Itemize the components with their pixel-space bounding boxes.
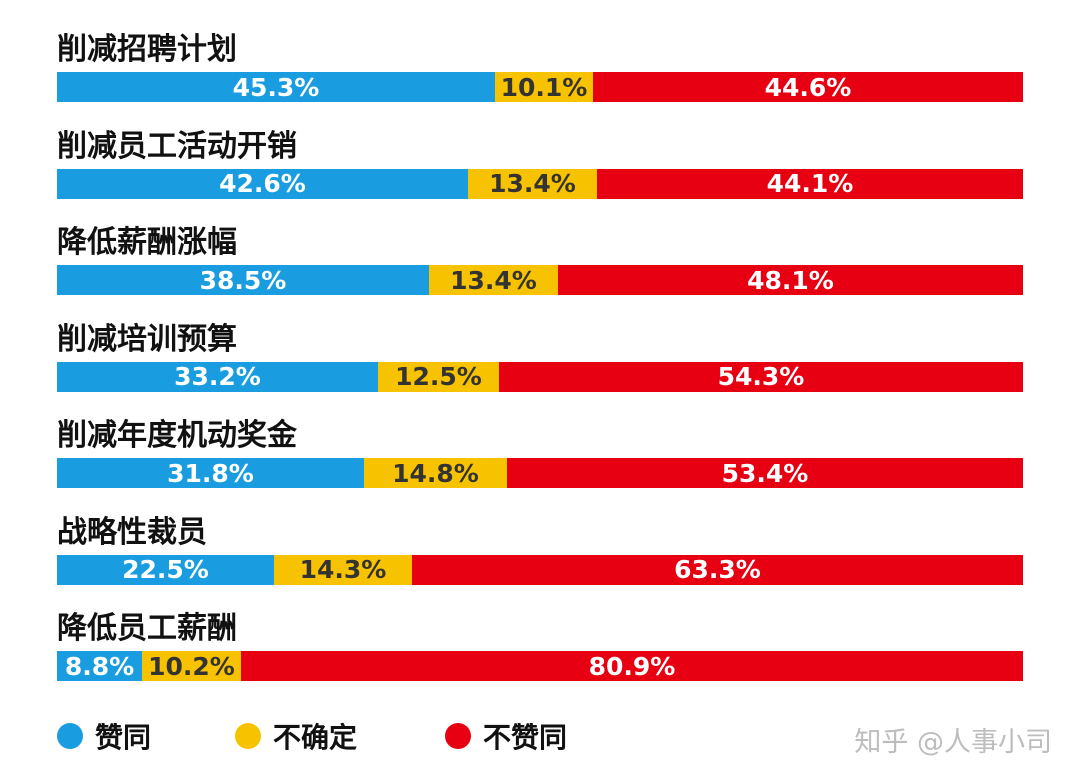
legend-label-unsure: 不确定: [273, 721, 358, 754]
category-label: 削减员工活动开销: [57, 128, 297, 164]
data-label: 14.3%: [299, 555, 387, 584]
category-label: 削减培训预算: [57, 321, 237, 357]
bar-segment-unsure: 10.1%: [495, 72, 593, 102]
unsure-swatch-icon: [235, 723, 261, 749]
category-label: 战略性裁员: [57, 514, 207, 550]
watermark: 知乎 @人事小司: [854, 727, 1052, 758]
bar-segment-agree: 45.3%: [57, 72, 495, 102]
bar-row: 战略性裁员 22.5% 14.3% 63.3%: [57, 513, 1023, 603]
bar-segment-unsure: 12.5%: [378, 361, 499, 392]
bar-segment-unsure: 14.3%: [274, 554, 412, 585]
bar-segment-unsure: 13.4%: [468, 168, 597, 199]
data-label: 53.4%: [721, 458, 809, 488]
legend-item-unsure: 不确定: [235, 716, 445, 756]
data-label: 13.4%: [489, 169, 576, 198]
data-label: 44.1%: [766, 169, 854, 198]
bar-segment-disagree: 80.9%: [241, 651, 1023, 681]
category-label: 降低员工薪酬: [57, 611, 237, 646]
data-label: 33.2%: [174, 362, 261, 391]
data-label: 38.5%: [199, 265, 287, 295]
bar-segment-agree: 22.5%: [57, 554, 274, 585]
category-label: 降低薪酬涨幅: [57, 225, 237, 260]
bar-segment-unsure: 14.8%: [364, 458, 507, 488]
bar-row: 降低员工薪酬 8.8% 10.2% 80.9%: [57, 609, 1023, 699]
data-label: 31.8%: [167, 458, 254, 488]
data-label: 42.6%: [219, 169, 306, 198]
data-label: 8.8%: [64, 651, 135, 681]
legend-label-agree: 赞同: [95, 721, 152, 754]
bar-segment-agree: 42.6%: [57, 168, 468, 199]
bar-segment-agree: 8.8%: [57, 651, 142, 681]
data-label: 54.3%: [717, 362, 805, 391]
bar-row: 削减年度机动奖金 31.8% 14.8% 53.4%: [57, 416, 1023, 506]
bar-segment-disagree: 54.3%: [499, 361, 1023, 392]
bar-segment-disagree: 48.1%: [558, 265, 1023, 295]
data-label: 48.1%: [747, 265, 834, 295]
data-label: 22.5%: [122, 555, 209, 584]
data-label: 12.5%: [395, 362, 482, 391]
legend: 赞同 不确定 不赞同: [57, 718, 567, 754]
data-label: 13.4%: [450, 265, 537, 295]
legend-item-agree: 赞同: [57, 716, 235, 756]
bar-segment-disagree: 44.1%: [597, 168, 1023, 199]
legend-label-disagree: 不赞同: [483, 721, 568, 754]
data-label: 10.2%: [148, 651, 235, 681]
bar-segment-disagree: 53.4%: [507, 458, 1023, 488]
bar-segment-agree: 33.2%: [57, 361, 378, 392]
stacked-bar: 42.6% 13.4% 44.1%: [57, 168, 1023, 199]
stacked-bar: 8.8% 10.2% 80.9%: [57, 651, 1023, 681]
legend-item-disagree: 不赞同: [445, 716, 567, 756]
stacked-bar: 45.3% 10.1% 44.6%: [57, 72, 1023, 102]
data-label: 80.9%: [588, 651, 676, 681]
disagree-swatch-icon: [445, 723, 471, 749]
data-label: 14.8%: [392, 458, 479, 488]
data-label: 10.1%: [500, 72, 588, 102]
stacked-bar: 38.5% 13.4% 48.1%: [57, 265, 1023, 295]
category-label: 削减招聘计划: [57, 32, 237, 67]
bar-segment-unsure: 10.2%: [142, 651, 241, 681]
bar-segment-unsure: 13.4%: [429, 265, 558, 295]
data-label: 44.6%: [764, 72, 852, 102]
bar-row: 削减培训预算 33.2% 12.5% 54.3%: [57, 320, 1023, 410]
stacked-bar: 33.2% 12.5% 54.3%: [57, 361, 1023, 392]
stacked-bar: 22.5% 14.3% 63.3%: [57, 554, 1023, 585]
bar-row: 削减招聘计划 45.3% 10.1% 44.6%: [57, 30, 1023, 120]
data-label: 63.3%: [674, 555, 761, 584]
bar-segment-agree: 31.8%: [57, 458, 364, 488]
bar-segment-agree: 38.5%: [57, 265, 429, 295]
category-label: 削减年度机动奖金: [57, 418, 297, 453]
bar-segment-disagree: 44.6%: [593, 72, 1023, 102]
bar-row: 削减员工活动开销 42.6% 13.4% 44.1%: [57, 127, 1023, 217]
bar-row: 降低薪酬涨幅 38.5% 13.4% 48.1%: [57, 223, 1023, 313]
bar-segment-disagree: 63.3%: [412, 554, 1023, 585]
stacked-bar: 31.8% 14.8% 53.4%: [57, 458, 1023, 488]
data-label: 45.3%: [232, 72, 320, 102]
agree-swatch-icon: [57, 723, 83, 749]
